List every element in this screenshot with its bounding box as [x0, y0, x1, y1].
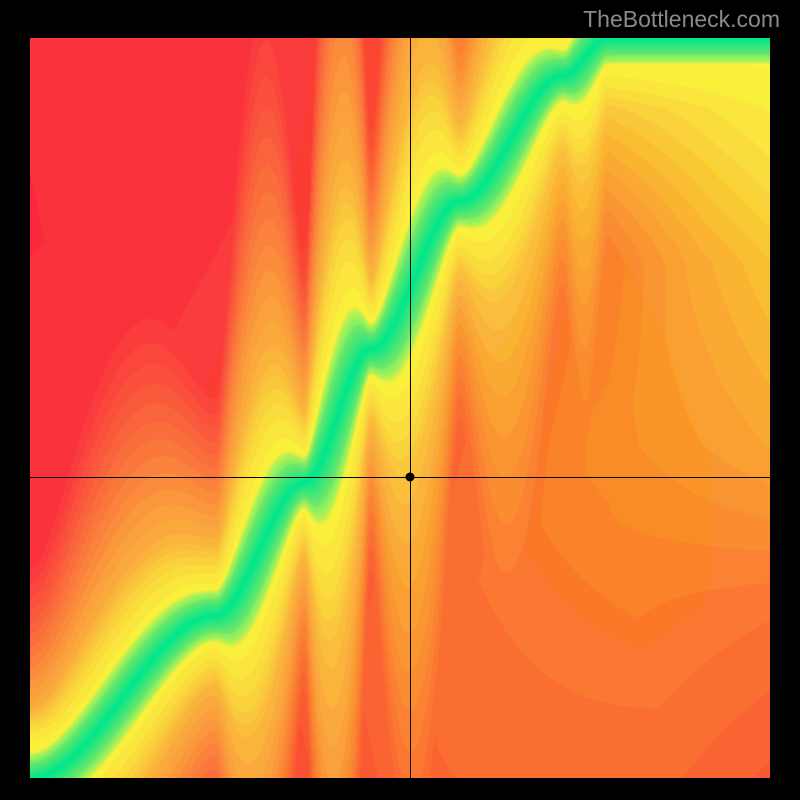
heatmap-canvas [30, 38, 770, 778]
watermark-text: TheBottleneck.com [583, 6, 780, 33]
crosshair-vertical [410, 38, 411, 778]
data-point-marker [406, 472, 415, 481]
heatmap-chart [30, 38, 770, 778]
crosshair-horizontal [30, 477, 770, 478]
